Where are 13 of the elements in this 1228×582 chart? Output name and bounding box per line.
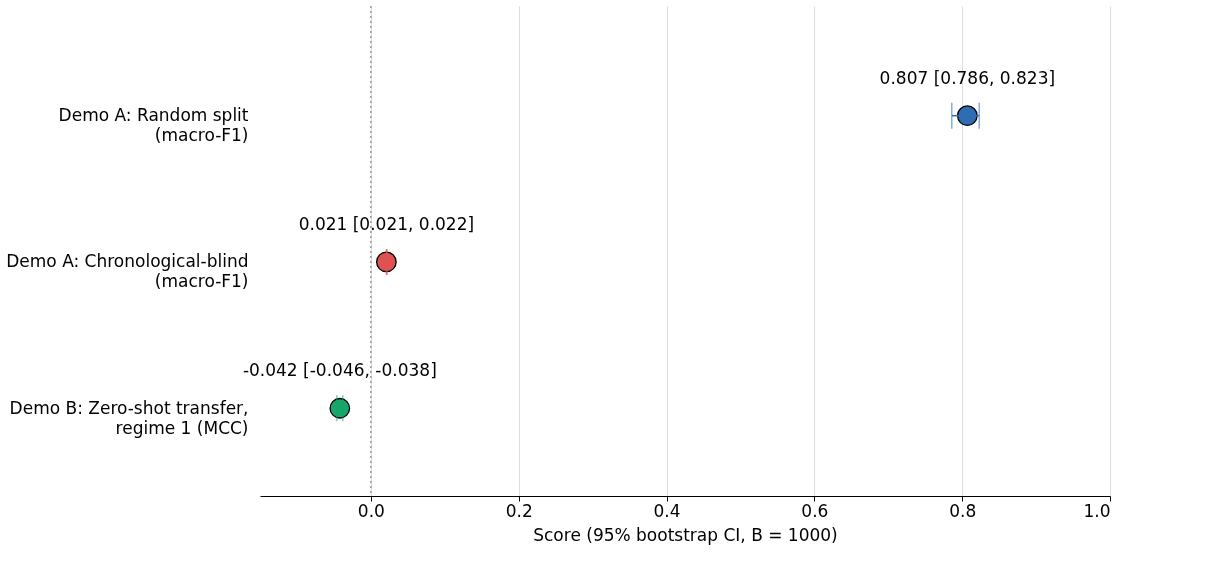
x-tick-label: 0.8 <box>949 500 977 521</box>
x-tick-label: 0.6 <box>801 500 829 521</box>
data-label: -0.042 [-0.046, -0.038] <box>242 360 437 381</box>
data-label: 0.807 [0.786, 0.823] <box>879 67 1056 88</box>
y-tick-label: Demo B: Zero-shot transfer, regime 1 (MCC) <box>9 397 249 438</box>
x-tick-label: 0.0 <box>357 500 385 521</box>
y-tick-label: Demo A: Random split (macro-F1) <box>58 105 249 146</box>
x-axis-title: Score (95% bootstrap CI, B = 1000) <box>533 524 838 545</box>
data-label: 0.021 [0.021, 0.022] <box>298 213 475 234</box>
x-tick-label: 0.2 <box>505 500 533 521</box>
x-tick-label: 1.0 <box>1083 500 1111 521</box>
y-tick-label: Demo A: Chronological-blind (macro-F1) <box>6 251 249 292</box>
x-tick-label: 0.4 <box>653 500 681 521</box>
